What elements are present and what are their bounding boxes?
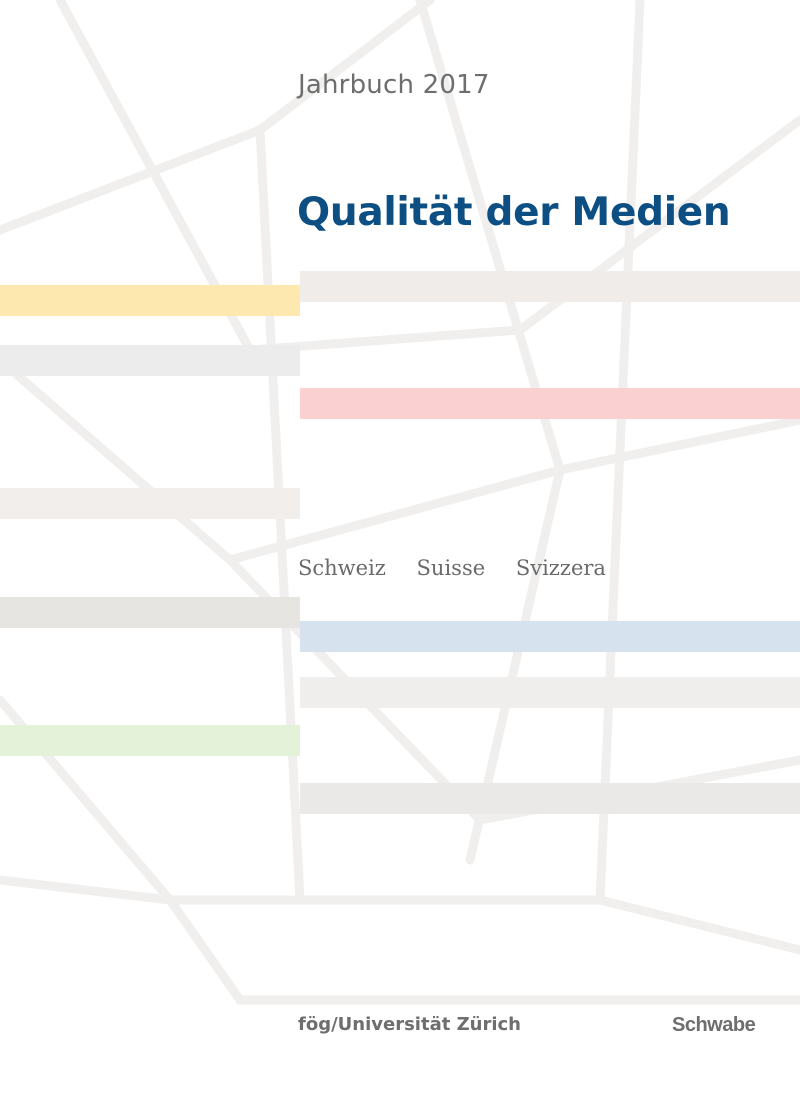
language-line: Schweiz Suisse Svizzera [298,556,630,580]
book-title: Qualität der Medien [297,190,731,235]
band-blue-right [300,621,800,652]
band-grey-right-1 [300,271,800,302]
band-grey-right-2 [300,677,800,708]
language-italian: Svizzera [515,556,606,580]
institution-label: fög/Universität Zürich [298,1014,521,1035]
band-green-left [0,725,300,756]
band-grey-right-3 [300,783,800,814]
band-grey-left-2 [0,597,300,628]
yearbook-label: Jahrbuch 2017 [298,70,490,100]
band-grey-left-1 [0,345,300,376]
language-french: Suisse [416,556,486,580]
language-german: Schweiz [298,556,386,580]
band-pink-right [300,388,800,419]
band-warm-grey-left [0,488,300,519]
band-yellow-left [0,285,300,316]
publisher-label: Schwabe [672,1014,756,1036]
